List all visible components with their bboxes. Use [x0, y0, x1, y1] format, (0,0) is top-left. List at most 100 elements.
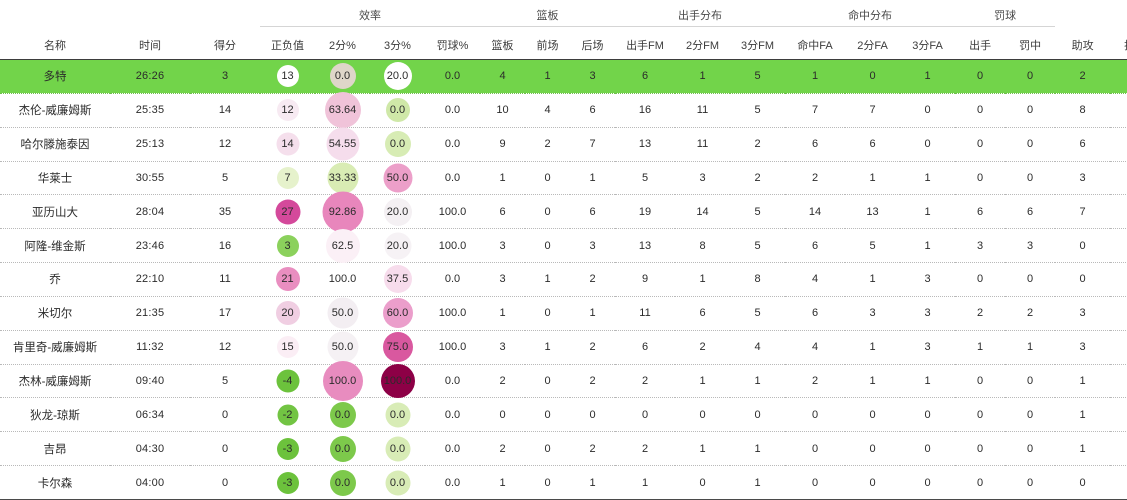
- group-header-label: 效率: [359, 10, 381, 22]
- bubble-cell: 3: [260, 230, 315, 262]
- column-header-18[interactable]: 助攻: [1055, 26, 1111, 60]
- stat-cell: 6: [785, 296, 846, 331]
- group-header-4: 命中分布: [785, 0, 956, 27]
- stat-cell: 6: [1055, 127, 1111, 162]
- table-row[interactable]: 米切尔21:35172050.060.0100.0101116563322310…: [0, 296, 1127, 331]
- table-row[interactable]: 阿隆-维金斯 23:46 16 3 62.5 20.0 100.0 3 0 3 13 8 5 6 5 1 3 3 0…: [0, 228, 1127, 264]
- stat-cell: 0: [785, 431, 846, 467]
- stat-cell: 0: [525, 431, 570, 467]
- stat-cell: 0.0: [425, 161, 480, 196]
- bubble-cell: 20: [260, 297, 315, 329]
- stat-cell: 5: [615, 161, 676, 196]
- column-header-4[interactable]: 2分%: [315, 26, 370, 60]
- stat-cell: 0: [845, 431, 901, 467]
- table-row[interactable]: 哈尔滕施泰因 25:13 12 14 54.55 0.0 0.0 9 2 7 13 11 2 6 6 0 0 0 6…: [0, 127, 1127, 162]
- column-header-0[interactable]: 名称: [0, 26, 110, 60]
- stat-cell: 100.0: [425, 330, 480, 365]
- player-name-cell: 哈尔滕施泰因: [0, 127, 110, 162]
- bubble-value-label: 15: [281, 341, 294, 354]
- player-name-cell: 亚历山大: [0, 194, 110, 230]
- player-name-cell: 卡尔森: [0, 465, 110, 500]
- stat-cell: 2: [675, 330, 731, 365]
- stat-cell: 1: [525, 262, 570, 297]
- column-header-6[interactable]: 罚球%: [425, 26, 480, 60]
- column-header-1[interactable]: 时间: [110, 26, 190, 60]
- table-row[interactable]: 亚历山大 28:04 35 27 92.86 20.0 100.0 6 0 6 19 14 5 14 13 1…: [0, 191, 1127, 233]
- group-header-row: 效率 篮板 出手分布 命中分布 罚球: [0, 0, 1127, 27]
- stat-cell: 3: [900, 262, 956, 297]
- value-bubble: [384, 131, 411, 158]
- column-header-5[interactable]: 3分%: [370, 26, 425, 60]
- value-bubble: [385, 470, 410, 496]
- stat-cell: 2: [955, 296, 1006, 331]
- stat-cell: 5: [730, 59, 786, 94]
- column-header-12[interactable]: 3分FM: [730, 26, 786, 60]
- table-row[interactable]: 杰林-威廉姆斯 09:40 5 -4 100.0 100.0 0.0 2 0 2 2 1 1 2 1 1 0 0 1…: [0, 361, 1127, 402]
- bubble-value-label: -3: [282, 476, 293, 489]
- bubble-value-label: 37.5: [386, 273, 409, 286]
- player-name-cell: 乔: [0, 262, 110, 297]
- bubble-cell: 14: [260, 128, 315, 160]
- stat-cell: 1: [1005, 330, 1056, 365]
- table-row[interactable]: 杰伦-威廉姆斯 25:35 14 12 63.64 0.0 0.0 10 4 6 16 11 5 7 7 0 0…: [0, 92, 1127, 129]
- column-header-10[interactable]: 出手FM: [615, 26, 676, 60]
- player-name-cell: 狄龙-琼斯: [0, 397, 110, 433]
- group-header-3: 出手分布: [615, 0, 786, 27]
- value-bubble: [384, 232, 411, 260]
- stat-cell: 5: [190, 161, 260, 196]
- table-row[interactable]: 肯里奇-威廉姆斯 11:32 12 15 50.0 75.0 100.0 3 1 2 6 2 4 4 1 3 1…: [0, 330, 1127, 365]
- stat-cell: 0: [1005, 431, 1056, 467]
- value-bubble: [383, 62, 412, 91]
- column-header-2[interactable]: 得分: [190, 26, 260, 60]
- bubble-value-label: 0.0: [334, 476, 351, 489]
- column-header-8[interactable]: 前场: [525, 26, 570, 60]
- stat-cell: 0.0: [425, 127, 480, 162]
- stat-cell: 8: [675, 228, 731, 264]
- stat-cell: 0: [1110, 127, 1127, 162]
- column-header-17[interactable]: 罚中: [1005, 26, 1056, 60]
- stat-cell: 8: [730, 262, 786, 297]
- column-header-16[interactable]: 出手: [955, 26, 1006, 60]
- stat-cell: 13: [260, 59, 315, 94]
- column-header-19[interactable]: 抢断: [1110, 26, 1127, 60]
- stat-cell: 9: [615, 262, 676, 297]
- column-header-7[interactable]: 篮板: [480, 26, 525, 60]
- stat-cell: 0: [955, 93, 1006, 128]
- stat-cell: 6: [785, 228, 846, 264]
- stat-cell: 100.0: [425, 296, 480, 331]
- stat-cell: 100.0: [315, 262, 370, 297]
- stat-cell: 25:13: [110, 127, 190, 162]
- stat-cell: 6: [955, 194, 1006, 230]
- stat-cell: 6: [570, 194, 616, 230]
- column-header-9[interactable]: 后场: [570, 26, 616, 60]
- stat-cell: 6: [615, 59, 676, 94]
- bubble-value-label: 100.0: [328, 273, 357, 286]
- stat-cell: 0: [1055, 228, 1111, 264]
- column-header-15[interactable]: 3分FA: [900, 26, 956, 60]
- stat-cell: 1: [570, 465, 616, 500]
- bubble-value-label: 20.0: [386, 70, 409, 83]
- value-bubble: [327, 331, 358, 363]
- stat-cell: 7: [845, 93, 901, 128]
- stat-cell: 0.0: [370, 431, 425, 467]
- column-header-14[interactable]: 2分FA: [845, 26, 901, 60]
- stat-cell: 0: [1110, 330, 1127, 365]
- column-header-13[interactable]: 命中FA: [785, 26, 846, 60]
- stat-cell: 21: [260, 262, 315, 297]
- stat-cell: 1: [1110, 296, 1127, 331]
- column-header-11[interactable]: 2分FM: [675, 26, 731, 60]
- stat-cell: 12: [260, 93, 315, 128]
- stat-cell: 26:26: [110, 59, 190, 94]
- column-header-3[interactable]: 正负值: [260, 26, 315, 60]
- stat-cell: 2: [615, 364, 676, 399]
- bubble-cell: 13: [260, 60, 315, 92]
- stat-cell: 100.0: [370, 364, 425, 399]
- stat-cell: 0.0: [425, 364, 480, 399]
- stat-cell: 0: [675, 397, 731, 433]
